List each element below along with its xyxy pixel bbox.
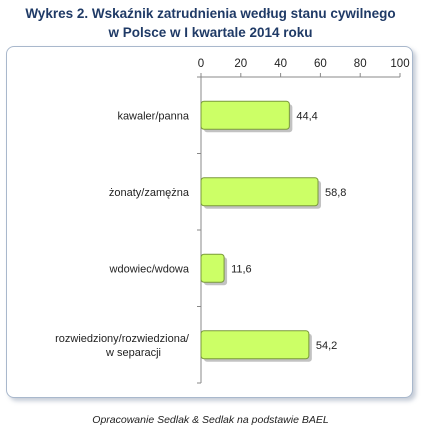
x-tick-label: 40 [274, 58, 287, 70]
chart-title: Wykres 2. Wskaźnik zatrudnienia według s… [0, 4, 421, 42]
x-tick-label: 60 [314, 58, 327, 70]
category-label: wdowiec/wdowa [109, 263, 190, 275]
category-label-line: kawaler/panna [117, 110, 189, 122]
data-label: 11,6 [231, 263, 252, 275]
bar [200, 330, 310, 360]
x-tick-label: 0 [198, 58, 204, 70]
chart-title-line-1: Wykres 2. Wskaźnik zatrudnienia według s… [25, 6, 396, 21]
category-label: kawaler/panna [117, 110, 189, 122]
category-label-line: żonaty/zamężna [109, 187, 190, 199]
x-tick-label: 80 [354, 58, 367, 70]
data-label: 54,2 [316, 340, 337, 352]
data-label: 44,4 [296, 110, 317, 122]
category-label: żonaty/zamężna [109, 187, 190, 199]
category-label-line: wdowiec/wdowa [109, 263, 190, 275]
bar [200, 253, 225, 283]
category-label-line: rozwiedziony/rozwiedziona/ [55, 333, 190, 345]
chart-title-line-2: w Polsce w I kwartale 2014 roku [108, 25, 313, 40]
bar [200, 100, 290, 130]
x-tick-label: 100 [390, 58, 409, 70]
source-note: Opracowanie Sedlak & Sedlak na podstawie… [92, 414, 329, 426]
bar [200, 177, 319, 207]
data-label: 58,8 [325, 187, 346, 199]
category-label: rozwiedziony/rozwiedziona/w separacji [55, 333, 190, 359]
category-label-line: w separacji [105, 347, 161, 359]
x-tick-label: 20 [234, 58, 247, 70]
